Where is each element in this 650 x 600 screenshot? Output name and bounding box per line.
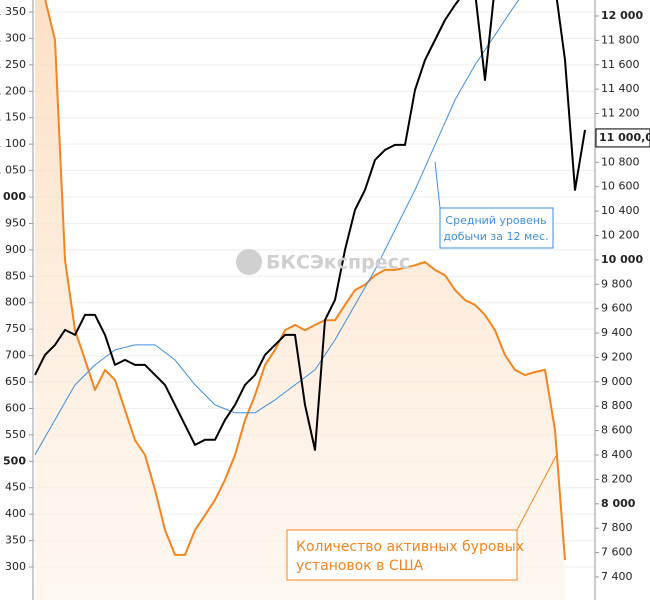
line — [34, 0, 520, 456]
line — [44, 0, 566, 561]
y2-tick-label: 7 400 — [601, 570, 633, 583]
current-value-box — [595, 128, 650, 148]
y-tick-label: 1 300 — [0, 31, 26, 44]
y-tick-label: 850 — [5, 269, 26, 282]
y-tick-label: 500 — [3, 454, 26, 467]
y-tick-label: 650 — [5, 375, 26, 388]
y2-tick-label: 8 000 — [601, 497, 636, 510]
y-tick-label: 800 — [5, 296, 26, 309]
y-tick-label: 400 — [5, 507, 26, 520]
line — [34, 0, 586, 451]
y2-tick-label: 9 000 — [601, 375, 633, 388]
watermark-group: БКСЭкспресс — [236, 249, 410, 275]
y2-tick-label: 10 400 — [601, 204, 640, 217]
y-tick-label: 700 — [5, 349, 26, 362]
annotation: установок в США — [296, 558, 424, 574]
y2-tick-label: 7 600 — [601, 546, 633, 559]
annotation: добычи за 12 мес. — [443, 230, 548, 243]
y-tick-label: 550 — [5, 428, 26, 441]
axes: 300 350 400 450 500 550 600 650 700 750 800 850 900 9… — [0, 5, 650, 583]
y-tick-label: 300 — [5, 560, 26, 573]
annotation: Средний уровень — [445, 214, 546, 227]
leader-line — [516, 455, 557, 531]
y-tick-label: 900 — [5, 243, 26, 256]
y-tick-label: 1 150 — [0, 111, 26, 124]
annotation-box — [286, 529, 518, 581]
y2-tick-label: 12 000 — [601, 9, 643, 22]
y2-tick-label: 8 400 — [601, 448, 633, 461]
y2-tick-label: 9 600 — [601, 302, 633, 315]
current-value-label: 11 000,0 — [599, 131, 650, 144]
y2-tick-label: 8 800 — [601, 399, 633, 412]
y2-tick-label: 10 800 — [601, 155, 640, 168]
y-tick-label: 1 250 — [0, 58, 26, 71]
y2-tick-label: 9 200 — [601, 350, 633, 363]
plot-area — [34, 0, 586, 600]
y2-tick-label: 11 600 — [601, 58, 640, 71]
watermark: БКСЭкспресс — [266, 252, 410, 274]
y-tick-label: 450 — [5, 481, 26, 494]
y2-tick-label: 10 000 — [601, 253, 643, 266]
y-tick-label: 1 050 — [0, 164, 26, 177]
annotation-box — [439, 207, 554, 249]
area — [35, 0, 565, 600]
y-tick-label: 1 200 — [0, 84, 26, 97]
y-tick-label: 600 — [5, 401, 26, 414]
y2-tick-label: 9 800 — [601, 277, 633, 290]
y2-tick-label: 10 200 — [601, 228, 640, 241]
watermark-logo — [236, 249, 262, 275]
y2-tick-label: 7 800 — [601, 521, 633, 534]
y-tick-label: 950 — [5, 216, 26, 229]
y-tick-label: 750 — [5, 322, 26, 335]
y2-tick-label: 8 200 — [601, 472, 633, 485]
y2-tick-label: 11 400 — [601, 82, 640, 95]
y2-tick-label: 8 600 — [601, 424, 633, 437]
y-tick-label: 1 350 — [0, 5, 26, 18]
y2-tick-label: 11 200 — [601, 107, 640, 120]
y2-tick-label: 11 800 — [601, 33, 640, 46]
y2-tick-label: 9 400 — [601, 326, 633, 339]
leader-line — [434, 161, 441, 209]
y-tick-label: 350 — [5, 534, 26, 547]
annotation: Количество активных буровых — [296, 539, 524, 555]
y-tick-label: 1 000 — [0, 190, 26, 203]
y2-tick-label: 10 600 — [601, 180, 640, 193]
y-tick-label: 1 100 — [0, 137, 26, 150]
